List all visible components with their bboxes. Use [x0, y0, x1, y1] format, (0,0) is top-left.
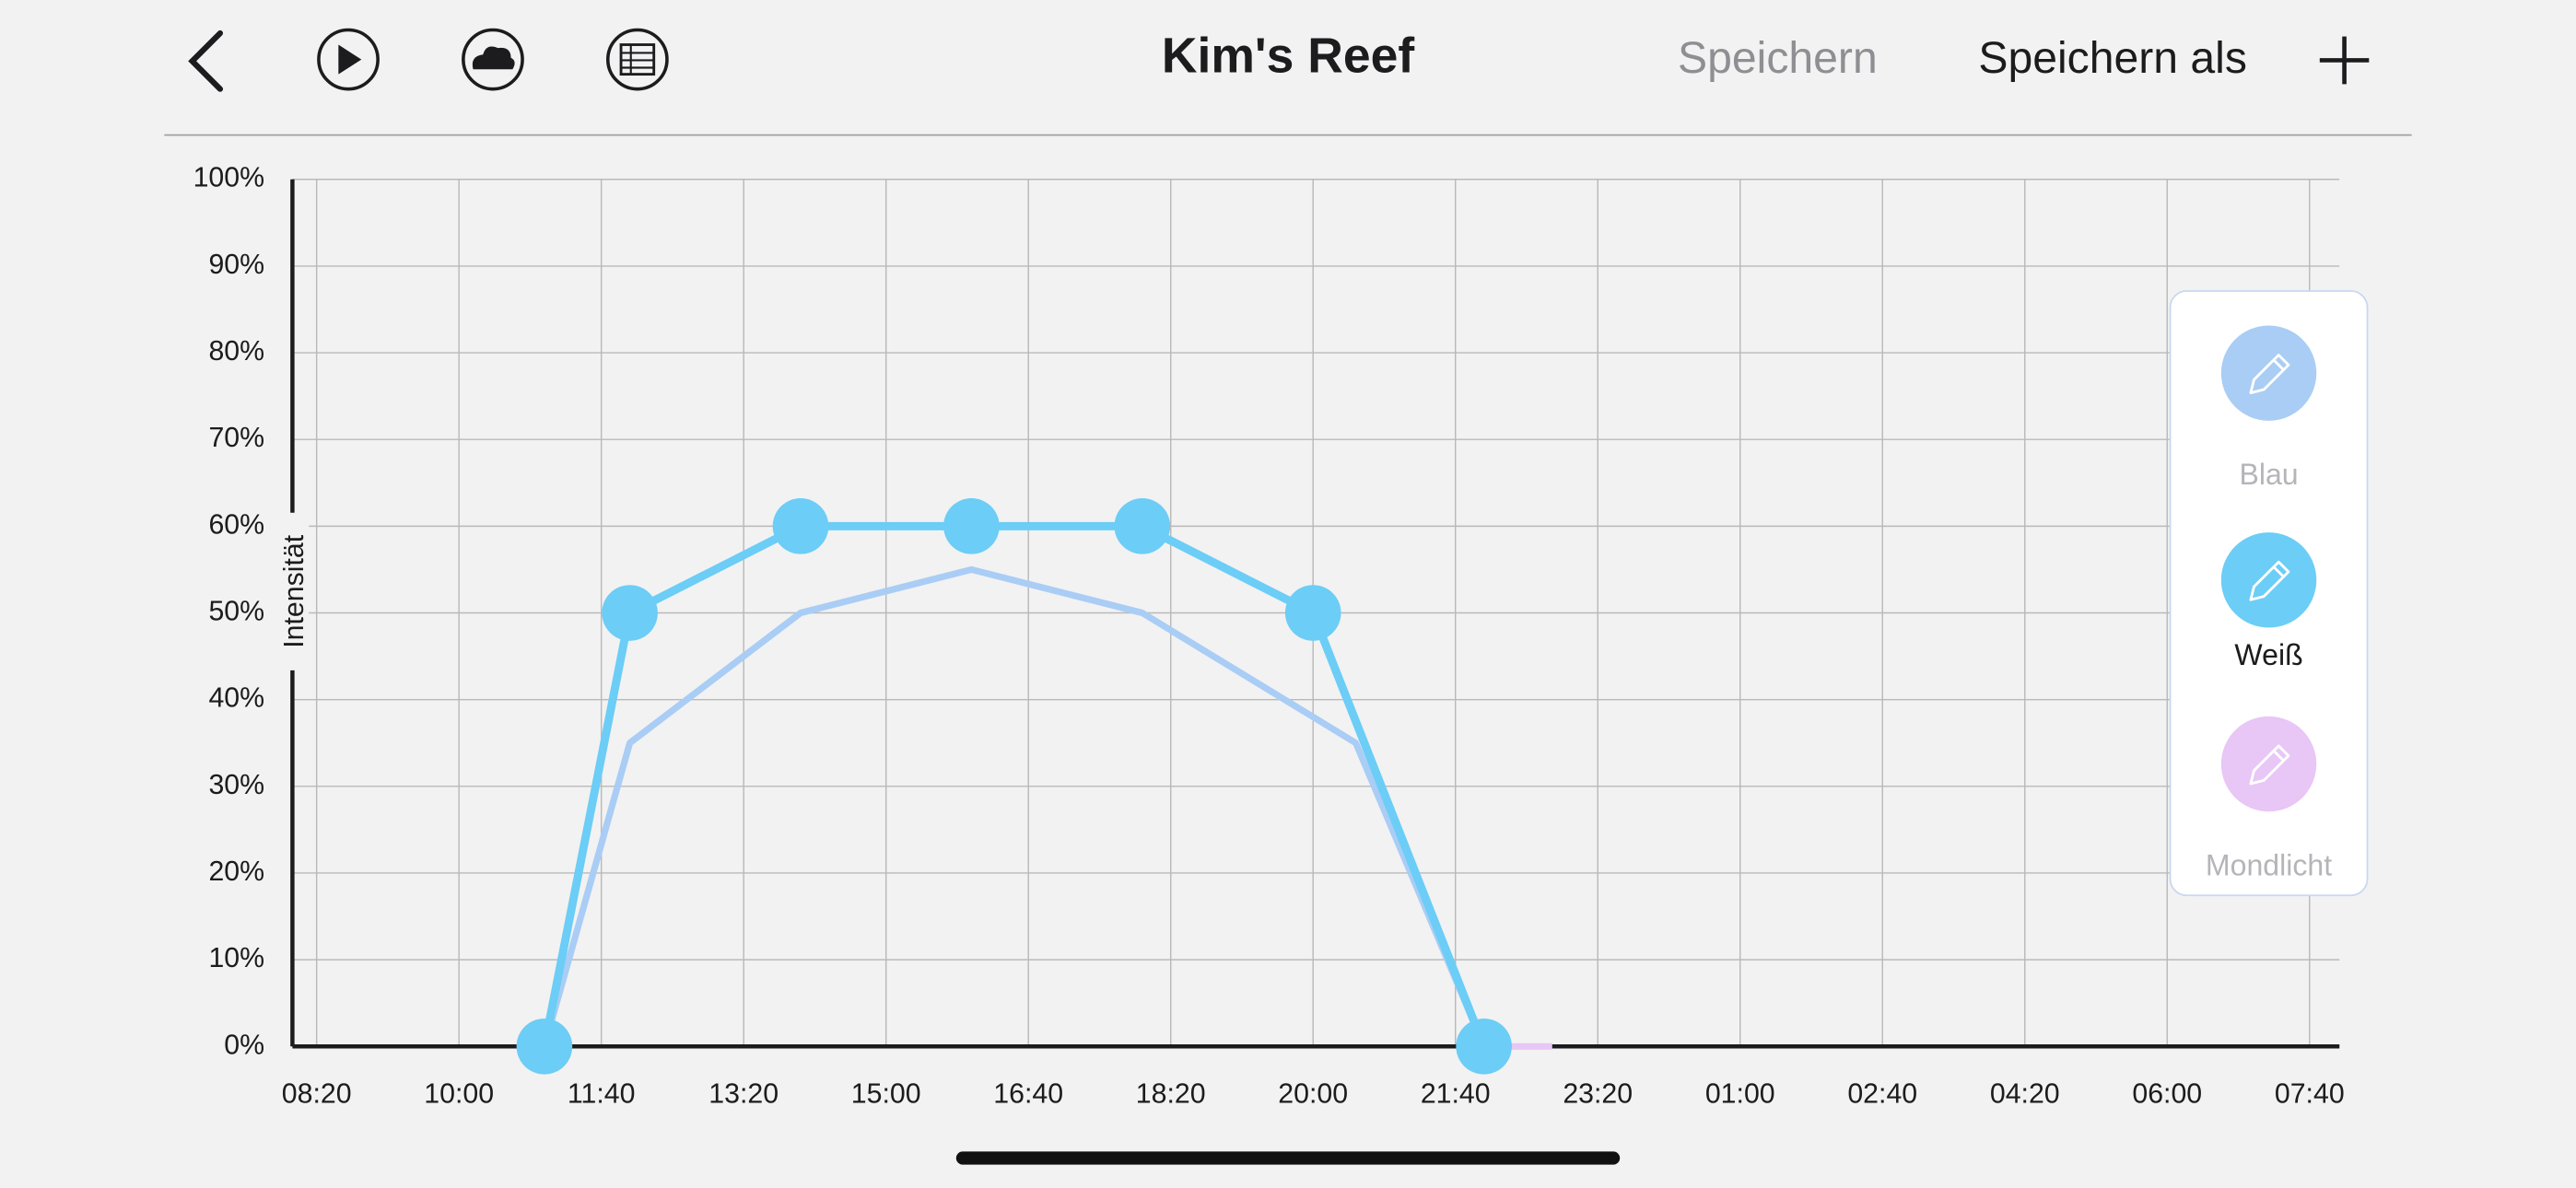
legend: Blau Weiß Mondlicht	[2206, 325, 2332, 881]
x-tick-label: 07:40	[2275, 1079, 2345, 1110]
x-tick-label: 01:00	[1705, 1079, 1775, 1110]
page-title: Kim's Reef	[1162, 29, 1414, 84]
data-point[interactable]	[772, 498, 829, 554]
edit-icon	[2249, 354, 2290, 394]
y-tick-label: 60%	[208, 509, 264, 540]
legend-swatch[interactable]	[2220, 325, 2317, 421]
y-tick-label: 40%	[208, 683, 264, 714]
x-tick-label: 18:20	[1136, 1079, 1206, 1110]
x-tick-label: 13:20	[708, 1079, 779, 1110]
data-point[interactable]	[1284, 585, 1341, 641]
save-as-button[interactable]: Speichern als	[1978, 33, 2247, 83]
x-tick-label: 10:00	[424, 1079, 494, 1110]
data-point[interactable]	[1114, 498, 1171, 554]
save-button[interactable]: Speichern	[1678, 33, 1878, 83]
y-axis-label: Intensität	[279, 534, 310, 648]
chart: 0% 10% 20% 30% 40% 50% 60% 70% 80% 90% 100% 08:20 10…	[193, 163, 2345, 1110]
add-button[interactable]	[2319, 36, 2370, 85]
legend-label: Weiß	[2234, 638, 2302, 671]
data-point[interactable]	[602, 585, 658, 641]
series-line	[541, 565, 1487, 1048]
x-tick-label: 21:40	[1421, 1079, 1491, 1110]
x-tick-label: 04:20	[1990, 1079, 2060, 1110]
y-tick-label: 30%	[208, 770, 264, 800]
legend-item[interactable]: Mondlicht	[2206, 716, 2332, 882]
axis-label-bg	[275, 512, 310, 670]
legend-swatch[interactable]	[2220, 532, 2317, 628]
y-tick-label: 80%	[208, 336, 264, 367]
data-point[interactable]	[1456, 1018, 1512, 1075]
y-tick-label: 0%	[224, 1030, 264, 1060]
cloud-button[interactable]	[462, 28, 524, 91]
y-tick-label: 50%	[208, 597, 264, 627]
x-tick-label: 08:20	[282, 1079, 352, 1110]
legend-item[interactable]: Weiß	[2220, 532, 2317, 671]
legend-swatch[interactable]	[2220, 716, 2317, 812]
x-tick-label: 06:00	[2132, 1079, 2202, 1110]
back-button[interactable]	[188, 29, 224, 92]
legend-label: Mondlicht	[2206, 848, 2332, 881]
table-button[interactable]	[605, 28, 669, 91]
x-tick-label: 23:20	[1563, 1079, 1633, 1110]
x-tick-label: 20:00	[1278, 1079, 1348, 1110]
play-button[interactable]	[317, 28, 380, 91]
x-tick-label: 16:40	[993, 1079, 1063, 1110]
edit-icon	[2249, 744, 2290, 786]
x-tick-label: 02:40	[1847, 1079, 1917, 1110]
data-point[interactable]	[943, 498, 1000, 554]
x-tick-label: 15:00	[851, 1079, 921, 1110]
y-tick-label: 90%	[208, 250, 264, 280]
y-tick-label: 10%	[208, 943, 264, 973]
legend-label: Blau	[2239, 458, 2298, 491]
home-indicator	[955, 1151, 1621, 1165]
data-point[interactable]	[516, 1018, 573, 1075]
x-tick-label: 11:40	[568, 1079, 636, 1110]
edit-icon	[2249, 560, 2290, 601]
y-tick-label: 70%	[208, 423, 264, 453]
y-tick-label: 100%	[193, 163, 265, 193]
legend-item[interactable]: Blau	[2220, 325, 2317, 491]
y-tick-label: 20%	[208, 856, 264, 887]
